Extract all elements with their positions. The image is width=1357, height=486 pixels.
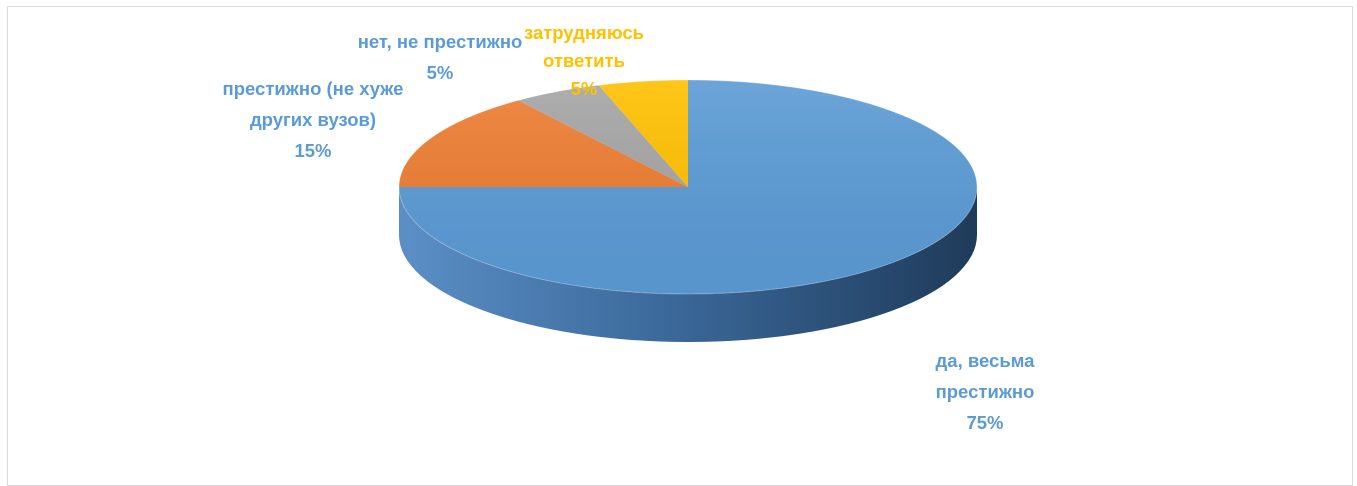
data-label-text-2: нет, не престижно	[358, 31, 523, 52]
data-label-percent-0: 75%	[966, 412, 1003, 433]
data-label-text-3: ответить	[543, 50, 625, 71]
data-label-text-3: затрудняюсь	[524, 22, 644, 43]
data-label-text-1: престижно (не хуже	[223, 78, 404, 99]
pie-side-0	[399, 187, 977, 342]
pie-rim	[398, 79, 978, 295]
data-label-percent-3: 5%	[571, 78, 598, 99]
data-label-text-0: да, весьма	[936, 350, 1036, 371]
data-label-text-0: престижно	[936, 381, 1035, 402]
data-label-percent-1: 15%	[294, 140, 331, 161]
data-label-percent-2: 5%	[427, 62, 454, 83]
data-label-text-1: других вузов)	[250, 109, 376, 130]
